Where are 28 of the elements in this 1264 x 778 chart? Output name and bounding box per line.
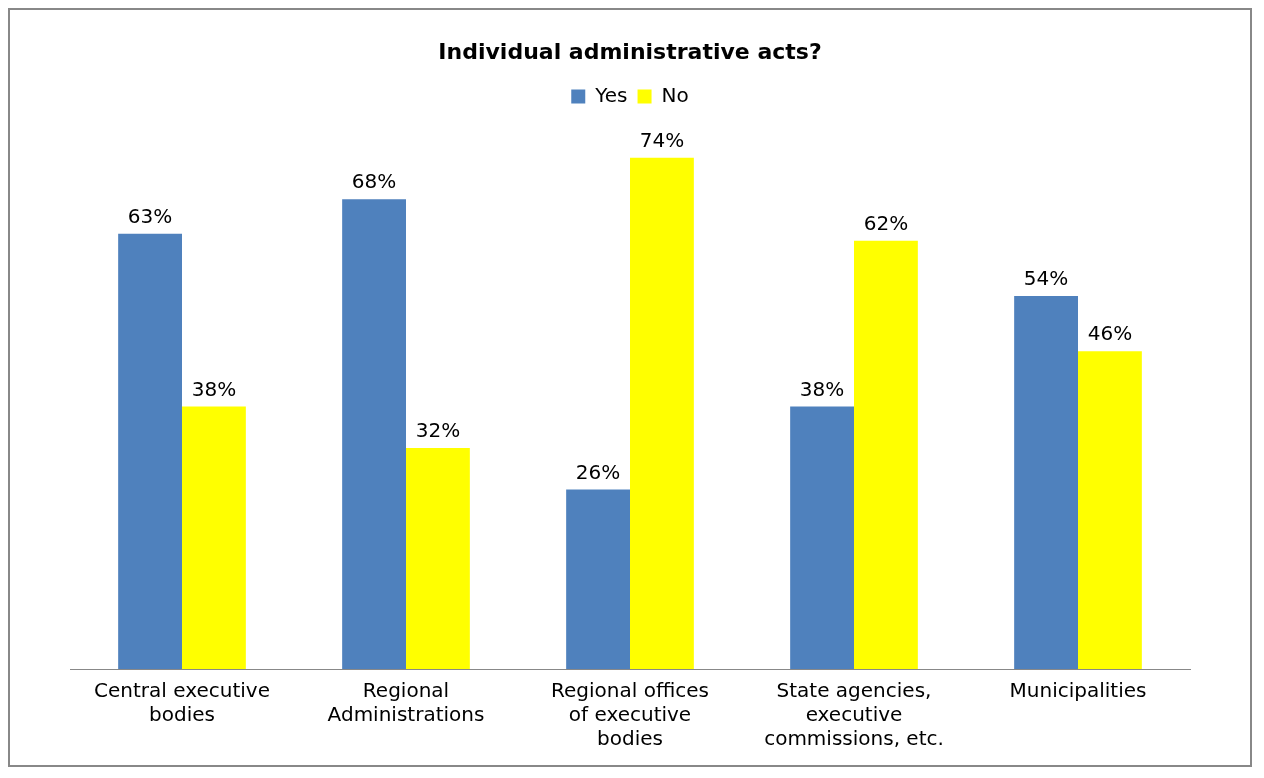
bar bbox=[1014, 296, 1078, 669]
data-label: 32% bbox=[415, 418, 461, 443]
data-label: 38% bbox=[799, 376, 845, 401]
data-label: 62% bbox=[863, 210, 909, 235]
x-tick-label: Regional offices of executive bodies bbox=[551, 678, 709, 751]
bar bbox=[790, 406, 854, 669]
bar bbox=[118, 233, 182, 669]
bar bbox=[342, 199, 406, 669]
bar bbox=[182, 406, 246, 669]
legend-label: No bbox=[661, 82, 689, 107]
data-label: 63% bbox=[127, 204, 173, 229]
data-label: 54% bbox=[1023, 266, 1069, 291]
data-label: 38% bbox=[191, 376, 237, 401]
x-tick-label: Central executive bodies bbox=[94, 678, 270, 727]
legend-label: Yes bbox=[594, 82, 628, 107]
x-tick-label: Regional Administrations bbox=[327, 678, 485, 727]
chart-title: Individual administrative acts? bbox=[438, 38, 822, 64]
data-label: 26% bbox=[575, 459, 621, 484]
bar bbox=[406, 447, 470, 669]
data-label: 46% bbox=[1087, 321, 1133, 346]
bar bbox=[854, 240, 918, 669]
bar bbox=[1078, 351, 1142, 669]
x-tick-label: State agencies, executive commissions, etc. bbox=[764, 678, 944, 751]
x-tick-label: Municipalities bbox=[1009, 678, 1147, 703]
bar bbox=[566, 489, 630, 669]
data-label: 74% bbox=[639, 128, 685, 153]
data-label: 68% bbox=[351, 169, 397, 194]
bar bbox=[630, 157, 694, 669]
